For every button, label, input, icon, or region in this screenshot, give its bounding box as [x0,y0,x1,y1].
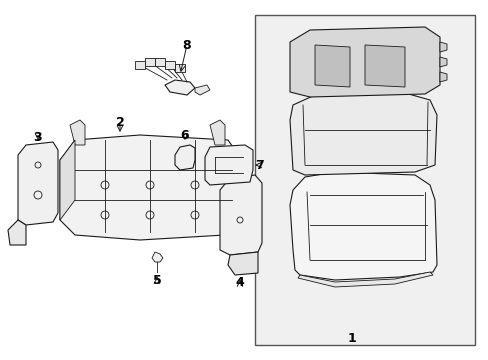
Polygon shape [297,272,432,287]
Polygon shape [227,252,258,275]
Polygon shape [439,72,446,82]
Polygon shape [209,120,224,145]
Polygon shape [175,145,195,170]
Polygon shape [439,57,446,67]
Polygon shape [289,172,436,280]
Text: 7: 7 [255,158,264,171]
Polygon shape [204,145,252,185]
Text: 5: 5 [152,274,161,287]
Bar [254,15,474,345]
Polygon shape [60,140,75,220]
Polygon shape [18,142,58,225]
Text: 1: 1 [347,332,356,345]
Polygon shape [364,45,404,87]
Text: 4: 4 [235,276,244,289]
Polygon shape [145,58,155,66]
Text: 3: 3 [34,131,42,144]
Polygon shape [439,42,446,52]
Polygon shape [289,27,439,97]
Polygon shape [60,135,242,240]
Polygon shape [152,252,163,262]
Polygon shape [135,61,145,69]
Polygon shape [289,93,436,175]
Polygon shape [70,120,85,145]
Polygon shape [164,61,175,69]
Text: 2: 2 [115,116,124,129]
Polygon shape [164,80,195,95]
Polygon shape [175,64,184,72]
Polygon shape [8,220,26,245]
Polygon shape [220,175,262,255]
Text: 8: 8 [183,39,191,51]
Text: 6: 6 [181,129,189,141]
Polygon shape [195,85,209,95]
Polygon shape [314,45,349,87]
Polygon shape [155,58,164,66]
